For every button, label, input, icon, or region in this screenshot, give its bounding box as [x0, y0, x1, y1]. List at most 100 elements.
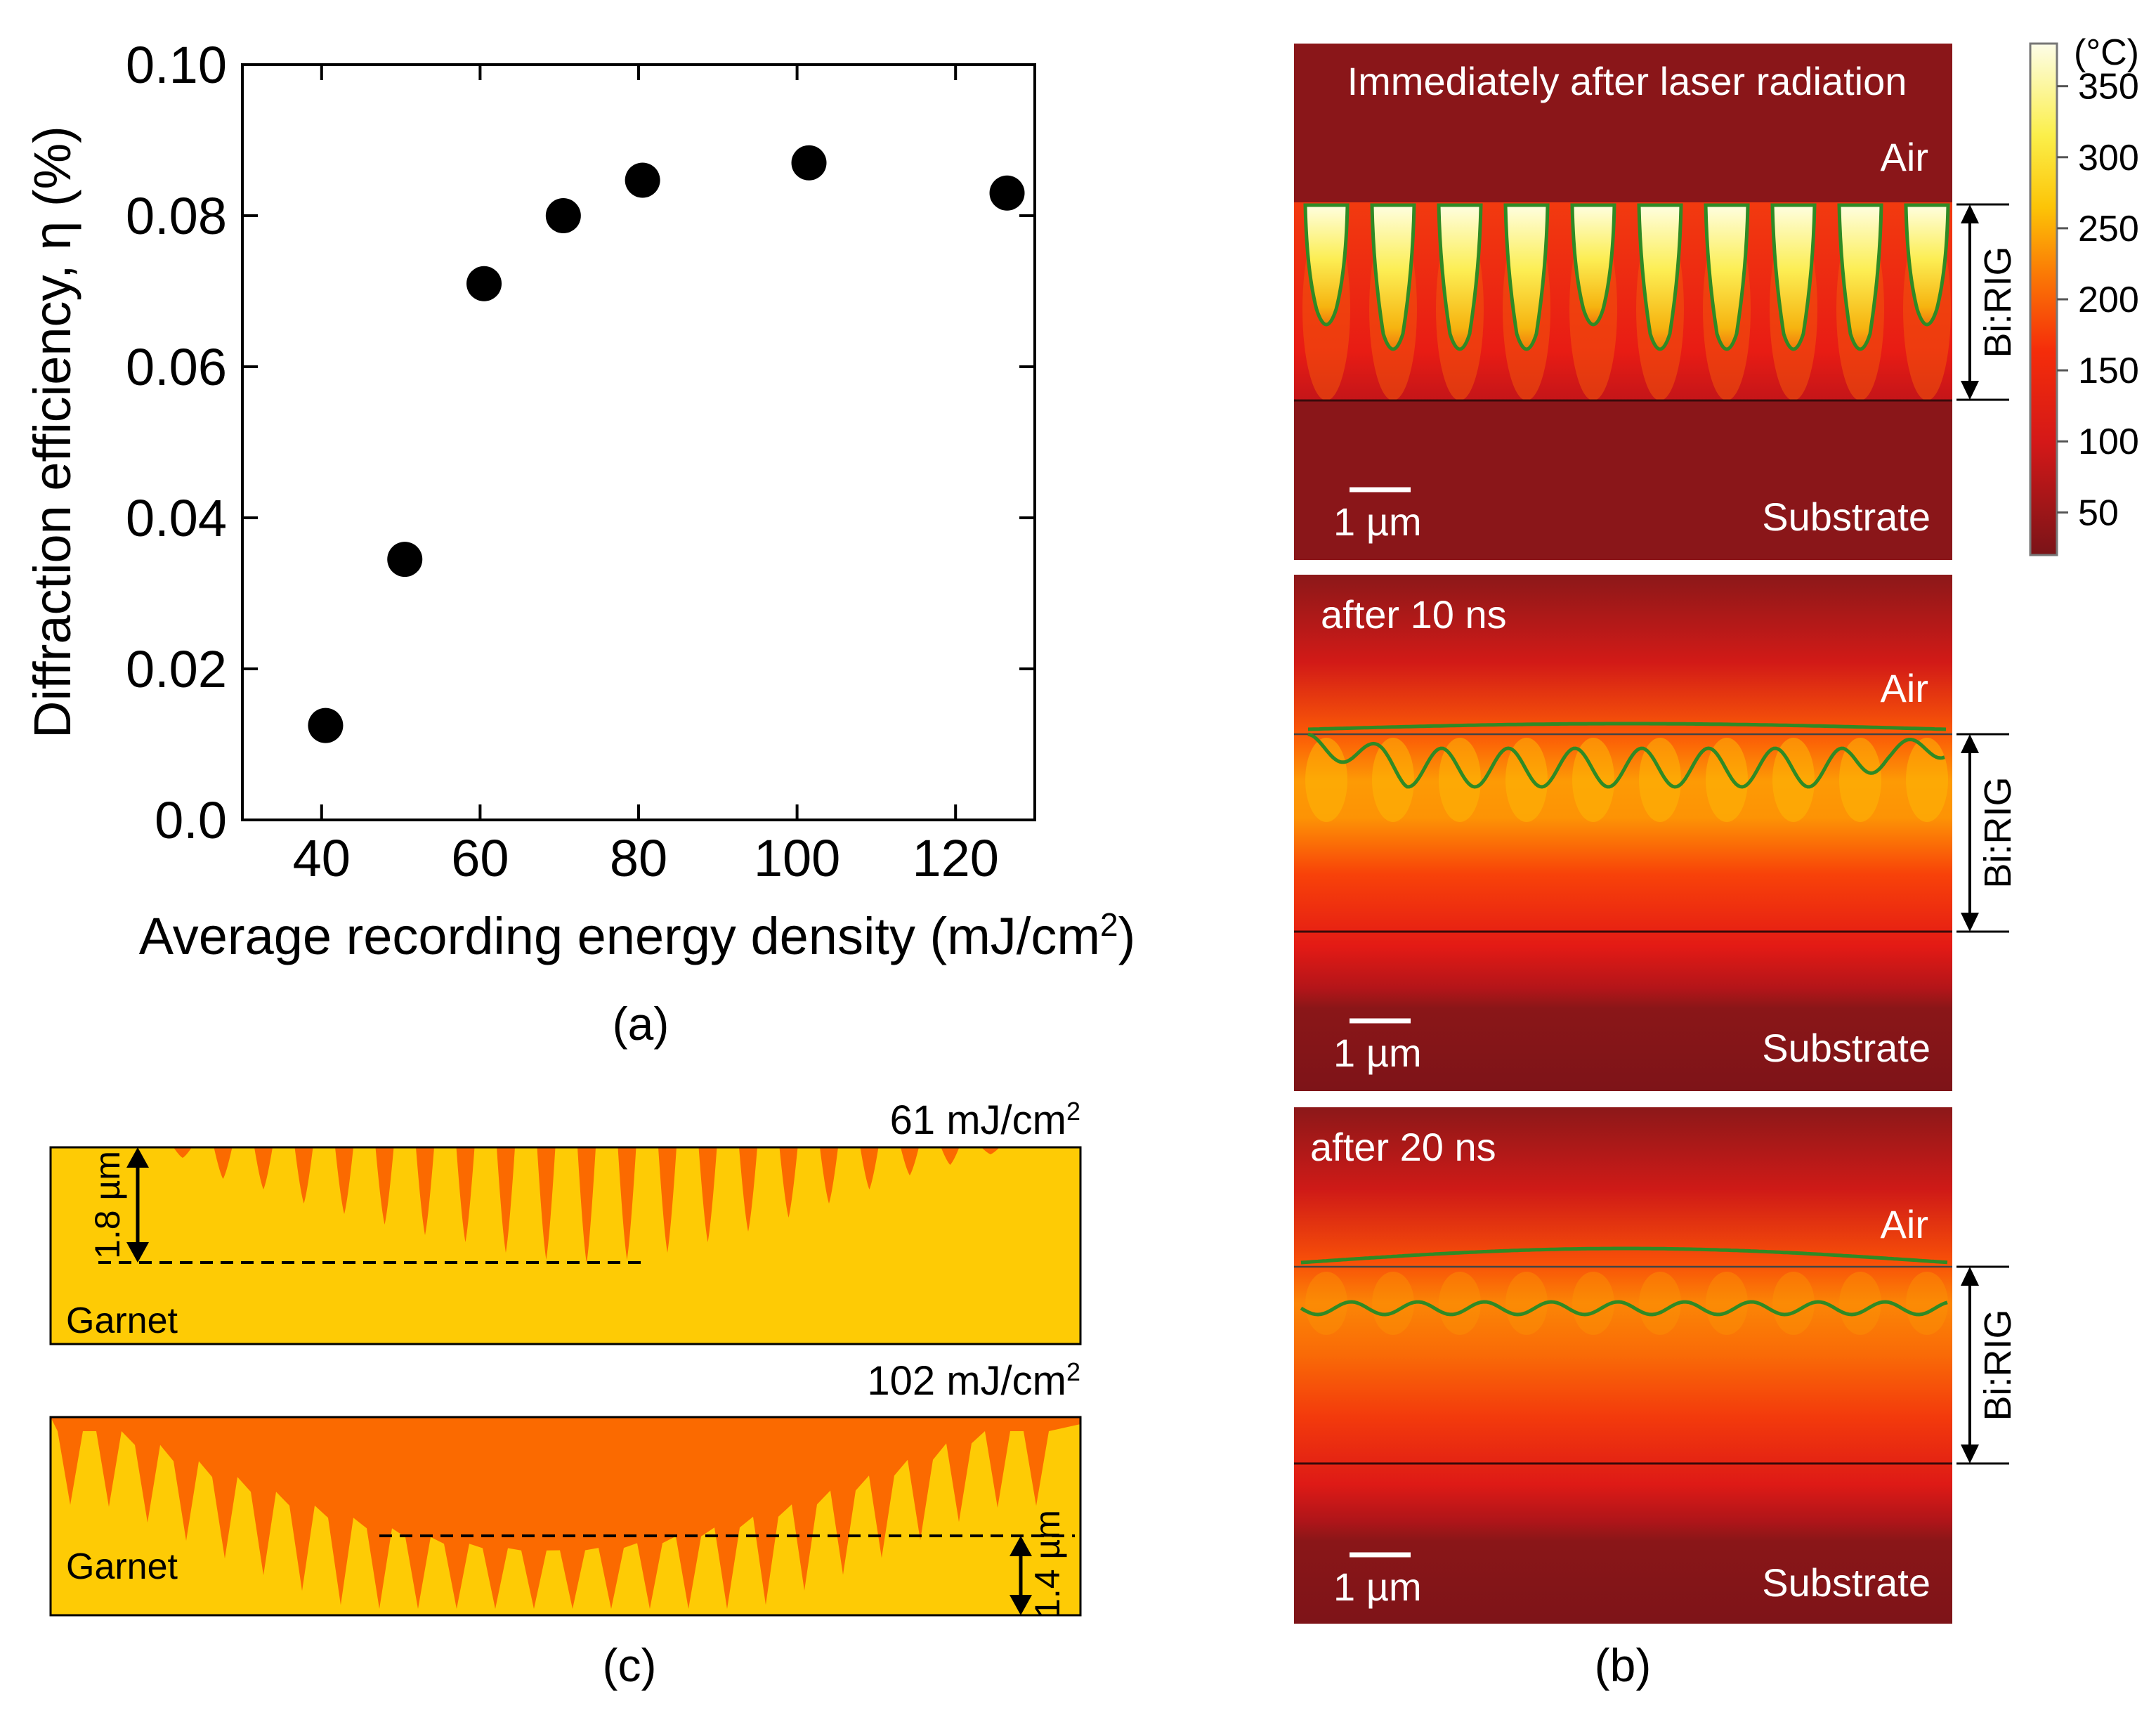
scale-bar-label-3: 1 µm [1333, 1565, 1422, 1609]
layer-label-3: Bi:RIG [1977, 1309, 2019, 1421]
thermal-frame-1: Immediately after laser radiation Air Su… [1294, 44, 1952, 560]
heat-field [1294, 1107, 1952, 1624]
layer-label-2: Bi:RIG [1977, 776, 2019, 888]
profile-61: 1.8 µm Garnet 61 mJ/cm2 [49, 1097, 1082, 1345]
panel-label-b: (b) [1595, 1639, 1652, 1691]
x-tick-label: 80 [610, 829, 667, 887]
y-axis-label: Diffraction efficiency, η (%) [23, 126, 81, 738]
colorbar-ticks: 350 300 250 200 150 100 50 [2057, 67, 2139, 533]
heat-lobe [1772, 1272, 1815, 1335]
heat-lobe [1706, 1272, 1748, 1335]
melt-contour-top [1300, 1246, 1948, 1265]
hot-spike [1637, 203, 1683, 351]
profile-102: 1.4 µm Garnet 102 mJ/cm2 [49, 1357, 1082, 1618]
colorbar-tick-label: 100 [2078, 422, 2139, 462]
y-tick-label: 0.04 [126, 489, 227, 547]
heat-field [1294, 575, 1952, 1091]
colorbar-tick-label: 200 [2078, 280, 2139, 320]
colorbar-tick-label: 300 [2078, 138, 2139, 178]
layer-marker-2: Bi:RIG [1956, 733, 2019, 933]
heat-lobe [1572, 738, 1614, 822]
colorbar-tick-label: 150 [2078, 351, 2139, 391]
heat-lobe [1505, 1272, 1548, 1335]
y-tick-label: 0.06 [126, 338, 227, 396]
x-tick-label: 100 [754, 829, 840, 887]
air-label-3: Air [1881, 1202, 1928, 1246]
heat-lobe [1372, 1272, 1414, 1335]
colorbar-tick-label: 250 [2078, 209, 2139, 249]
thermal-frame-3: after 20 ns Air Substrate 1 µm [1294, 1107, 1952, 1624]
hot-spike [1570, 203, 1616, 327]
data-point [625, 162, 660, 198]
melt-contour-bottom [1300, 1300, 1948, 1317]
hot-spike [1704, 203, 1750, 351]
air-label-1: Air [1881, 135, 1928, 179]
scatter-panel: 40 60 80 100 120 0.0 0.02 0.04 0.06 0.08 0.10 Diff… [23, 36, 1135, 1050]
colorbar-tick-label: 350 [2078, 67, 2139, 107]
depth-label-2: 1.4 µm [1028, 1510, 1067, 1618]
garnet-block [51, 1147, 1080, 1344]
heat-lobe [1439, 1272, 1481, 1335]
heat-lobe [1639, 1272, 1681, 1335]
air-label-2: Air [1881, 666, 1928, 710]
colorbar: (°C) 350 300 250 200 150 100 50 [2029, 32, 2139, 556]
axis-ticks: 40 60 80 100 120 0.0 0.02 0.04 0.06 0.08 0.10 [126, 36, 1035, 887]
hot-spike [1437, 203, 1483, 351]
x-axis-label: Average recording energy density (mJ/cm2… [139, 906, 1136, 965]
heat-lobe [1505, 738, 1548, 822]
data-point [466, 266, 502, 301]
melt-contour [1307, 722, 1947, 789]
energy-label-1: 61 mJ/cm2 [890, 1097, 1080, 1144]
heat-lobe [1639, 738, 1681, 822]
profile-border [49, 1416, 1082, 1617]
layer-marker-1: Bi:RIG [1956, 203, 2019, 401]
hot-spikes [1302, 203, 1951, 400]
data-point [545, 198, 581, 233]
colorbar-gradient [2029, 42, 2058, 556]
heat-lobe [1839, 738, 1881, 822]
hot-spike [1770, 203, 1817, 351]
hot-spike [1904, 203, 1950, 327]
hot-spike [1303, 203, 1350, 327]
thermal-panel: Immediately after laser radiation Air Su… [1294, 32, 2139, 1691]
substrate-label-2: Substrate [1762, 1026, 1930, 1070]
data-point [791, 145, 827, 181]
depth-label-1: 1.8 µm [88, 1151, 127, 1259]
scale-bar-label-1: 1 µm [1333, 500, 1422, 544]
hot-spike [1370, 203, 1416, 351]
thermal-frame-2: after 10 ns Air Substrate 1 µm [1294, 575, 1952, 1091]
y-tick-label: 0.02 [126, 640, 227, 698]
data-point [308, 707, 344, 743]
heat-lobe [1839, 1272, 1881, 1335]
layer-label-1: Bi:RIG [1977, 246, 2019, 358]
y-tick-label: 0.0 [155, 791, 227, 849]
energy-label-2: 102 mJ/cm2 [867, 1357, 1080, 1404]
heat-lobe [1439, 738, 1481, 822]
x-tick-label: 40 [293, 829, 351, 887]
hot-lobes [1305, 738, 1948, 822]
colorbar-tick-label: 50 [2078, 493, 2119, 533]
hot-spike [1837, 203, 1883, 351]
layer-marker-3: Bi:RIG [1956, 1265, 2019, 1465]
scatter-points [308, 145, 1025, 743]
data-point [387, 542, 423, 578]
heat-lobe [1906, 1272, 1948, 1335]
garnet-label-1: Garnet [66, 1300, 178, 1341]
profile-border [49, 1146, 1082, 1345]
y-tick-label: 0.10 [126, 36, 227, 94]
x-tick-label: 120 [912, 829, 998, 887]
y-tick-label: 0.08 [126, 187, 227, 245]
heat-lobe [1572, 1272, 1614, 1335]
frame-caption-1: Immediately after laser radiation [1347, 59, 1907, 103]
heat-lobe [1372, 738, 1414, 822]
layer-thickness-markers: Bi:RIG Bi:RIG Bi:RIG [1956, 203, 2019, 1465]
damage-teeth [174, 1147, 1000, 1263]
frame-caption-2: after 10 ns [1321, 592, 1507, 637]
data-point [989, 175, 1025, 211]
substrate-label-3: Substrate [1762, 1560, 1930, 1605]
scale-bar-label-2: 1 µm [1333, 1031, 1422, 1075]
heat-lobe [1706, 738, 1748, 822]
x-tick-label: 60 [451, 829, 509, 887]
garnet-label-2: Garnet [66, 1546, 178, 1587]
